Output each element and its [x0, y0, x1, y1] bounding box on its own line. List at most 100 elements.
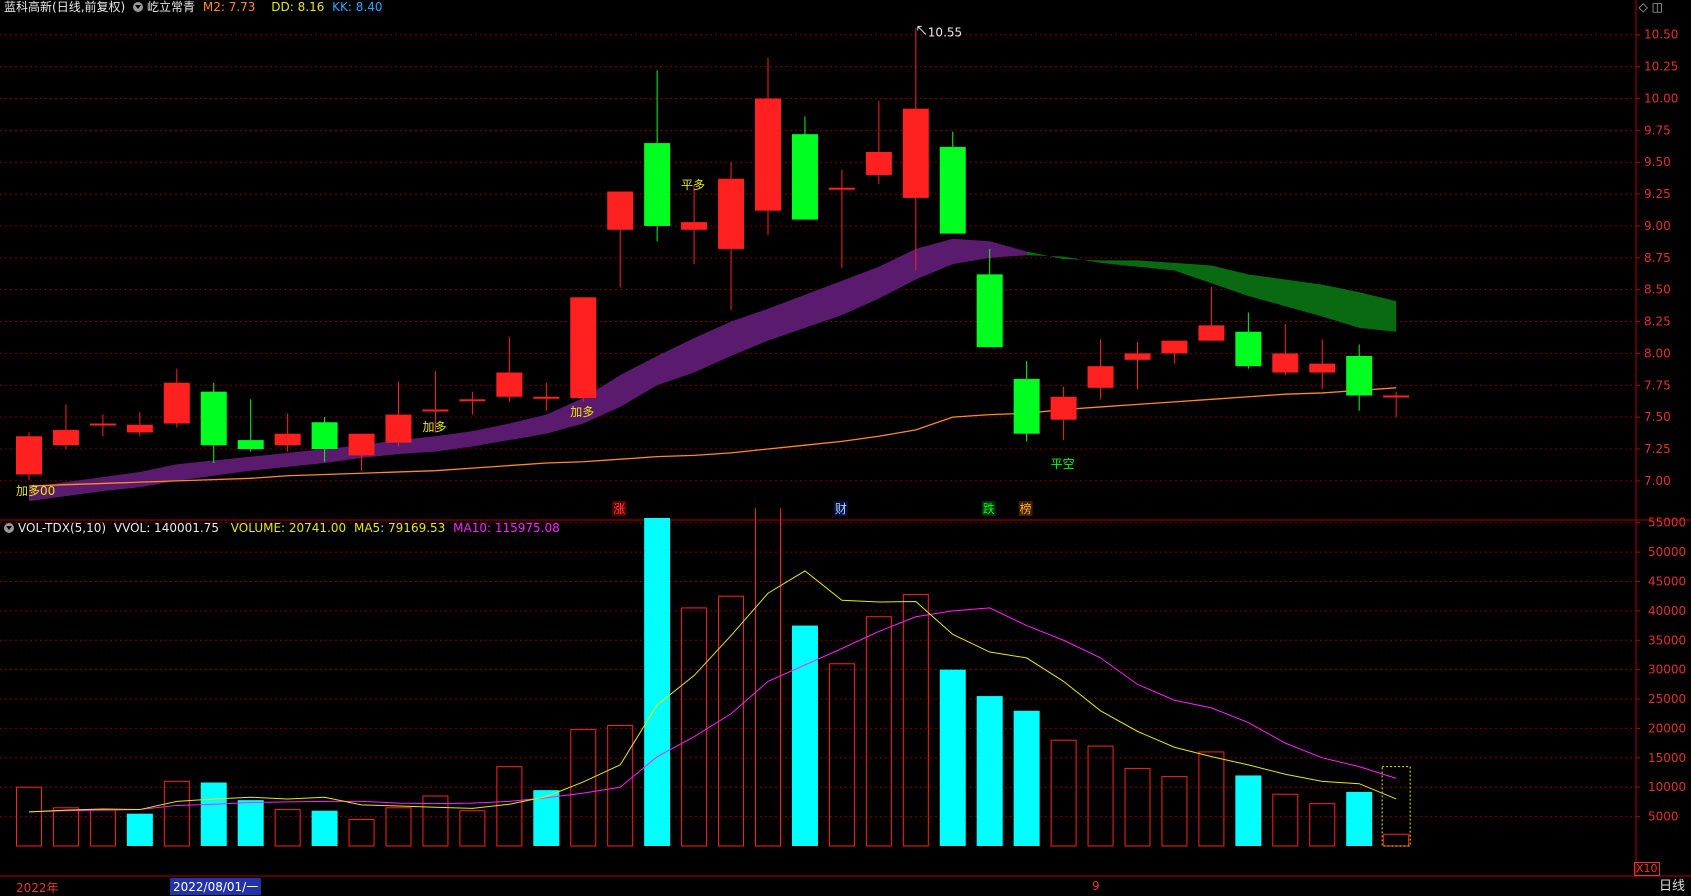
- date-cursor-label: 2022/08/01/一: [170, 878, 262, 895]
- volume-bar: [237, 800, 264, 846]
- ma10-label: MA10: 115975.08: [453, 521, 560, 535]
- candle-body: [126, 424, 153, 433]
- volume-bar: [52, 807, 79, 847]
- candle-body: [976, 274, 1003, 348]
- volume-bar: [1161, 776, 1188, 847]
- volume-bar: [274, 809, 301, 847]
- marker-box: [612, 501, 627, 516]
- volume-tick-label: 35000: [1648, 633, 1686, 647]
- price-tick-label: 8.75: [1644, 251, 1671, 265]
- price-tick-label: 8.50: [1644, 283, 1671, 297]
- candle-body: [828, 187, 855, 190]
- cloud-band: [29, 238, 1397, 502]
- price-tick-label: 8.00: [1644, 346, 1671, 360]
- candle-body: [570, 297, 597, 399]
- max-price-label: 10.55: [928, 25, 962, 39]
- volume-bar: [570, 729, 597, 847]
- signal-label: 加多: [570, 405, 594, 419]
- volume-bar: [422, 795, 449, 847]
- max-arrow: [917, 25, 927, 35]
- cloud-purple: [29, 238, 1027, 502]
- vvol-label: VVOL: 140001.75: [113, 521, 219, 535]
- volume-bar: [1013, 710, 1040, 846]
- candle-body: [1383, 395, 1410, 398]
- price-tick-label: 9.50: [1644, 155, 1671, 169]
- volume-bar: [533, 790, 560, 846]
- candle-body: [902, 108, 929, 198]
- price-tick-label: 7.00: [1644, 474, 1671, 488]
- stock-name[interactable]: 蓝科高新: [4, 0, 53, 14]
- vol-name[interactable]: VOL-TDX(5,10): [18, 521, 107, 535]
- volume-bar: [200, 782, 227, 846]
- forecast-box: [1381, 766, 1411, 847]
- price-tick-label: 7.50: [1644, 410, 1671, 424]
- volume-bar: [1124, 767, 1151, 847]
- volume-bar: [1383, 833, 1410, 847]
- price-tick-label: 9.25: [1644, 187, 1671, 201]
- volume-bar: [385, 807, 412, 847]
- signal-label: 平多: [681, 178, 705, 192]
- year-label: 2022年: [16, 881, 59, 895]
- volume-bar: [1235, 775, 1262, 846]
- dropdown-icon[interactable]: [4, 523, 14, 533]
- candle-body: [163, 382, 190, 424]
- volume-chart[interactable]: 5000 10000 15000 20000 25000 30000 35000 40000 4…: [0, 508, 1691, 878]
- volume-bar: [755, 508, 781, 847]
- volume-bar: [791, 625, 818, 846]
- cloud-green: [1026, 251, 1397, 332]
- price-header: 蓝科高新(日线,前复权) 屹立常青 M2: 7.73 DD: 8.16 KK: …: [4, 0, 387, 14]
- volume-bars: [16, 508, 1411, 847]
- candle-body: [1346, 355, 1373, 396]
- volume-tick-label: 45000: [1648, 574, 1686, 588]
- volume-tick-label: 5000: [1648, 810, 1679, 824]
- dd-label: DD: 8.16: [271, 0, 325, 14]
- m2-label: M2: 7.73: [202, 0, 256, 14]
- candles: [16, 28, 1410, 480]
- volume-bar: [976, 696, 1003, 846]
- ma5-label: MA5: 79169.53: [353, 521, 446, 535]
- period-label[interactable]: 日线: [1658, 879, 1685, 894]
- volume-bar: [311, 810, 338, 846]
- marker-label: 涨: [613, 501, 625, 516]
- volume-bar: [1198, 751, 1225, 847]
- volume-tick-label: 40000: [1648, 604, 1686, 618]
- price-tick-label: 10.00: [1644, 91, 1678, 105]
- candle-body: [533, 396, 560, 399]
- volume-bar: [939, 669, 966, 846]
- kk-label: KK: 8.40: [332, 0, 383, 14]
- candle-body: [311, 422, 338, 450]
- candle-body: [644, 143, 671, 226]
- volume-tick-label: 50000: [1648, 545, 1686, 559]
- signal-label: 平空: [1051, 457, 1075, 471]
- candle-body: [1124, 353, 1151, 360]
- volume-tick-label: 25000: [1648, 692, 1686, 706]
- price-chart[interactable]: 10.55加多00加多加多平多平空涨财跌榜 7.007.257.507.758.…: [0, 0, 1691, 525]
- ma5-line: [28, 570, 1397, 813]
- candle-body: [607, 191, 634, 230]
- volume-tick-label: 15000: [1648, 751, 1686, 765]
- candle-body: [755, 98, 781, 211]
- candle-body: [681, 222, 708, 230]
- restore-icon[interactable]: ◫: [1651, 0, 1663, 14]
- candle-body: [718, 178, 745, 249]
- candle-body: [52, 429, 79, 446]
- volume-bar: [607, 724, 634, 847]
- marker-box: [833, 501, 848, 516]
- volume-tick-label: 20000: [1648, 721, 1686, 735]
- x10-badge[interactable]: X10: [1634, 862, 1660, 876]
- candle-body: [1272, 353, 1299, 373]
- candle-body: [89, 423, 116, 426]
- diamond-icon[interactable]: ◇: [1638, 0, 1648, 14]
- indicator-name[interactable]: 屹立常青: [147, 0, 196, 14]
- volume-bar: [1309, 803, 1336, 847]
- dropdown-icon[interactable]: [133, 2, 144, 12]
- candle-body: [422, 409, 449, 412]
- candle-body: [459, 399, 486, 402]
- volume-bar: [496, 766, 523, 847]
- candle-body: [939, 146, 966, 234]
- volume-bar: [459, 810, 486, 847]
- marker-label: 财: [835, 502, 847, 516]
- price-tick-label: 7.75: [1644, 378, 1671, 392]
- volume-bar: [865, 616, 892, 847]
- signals: 10.55加多00加多加多平多平空涨财跌榜: [16, 25, 1075, 516]
